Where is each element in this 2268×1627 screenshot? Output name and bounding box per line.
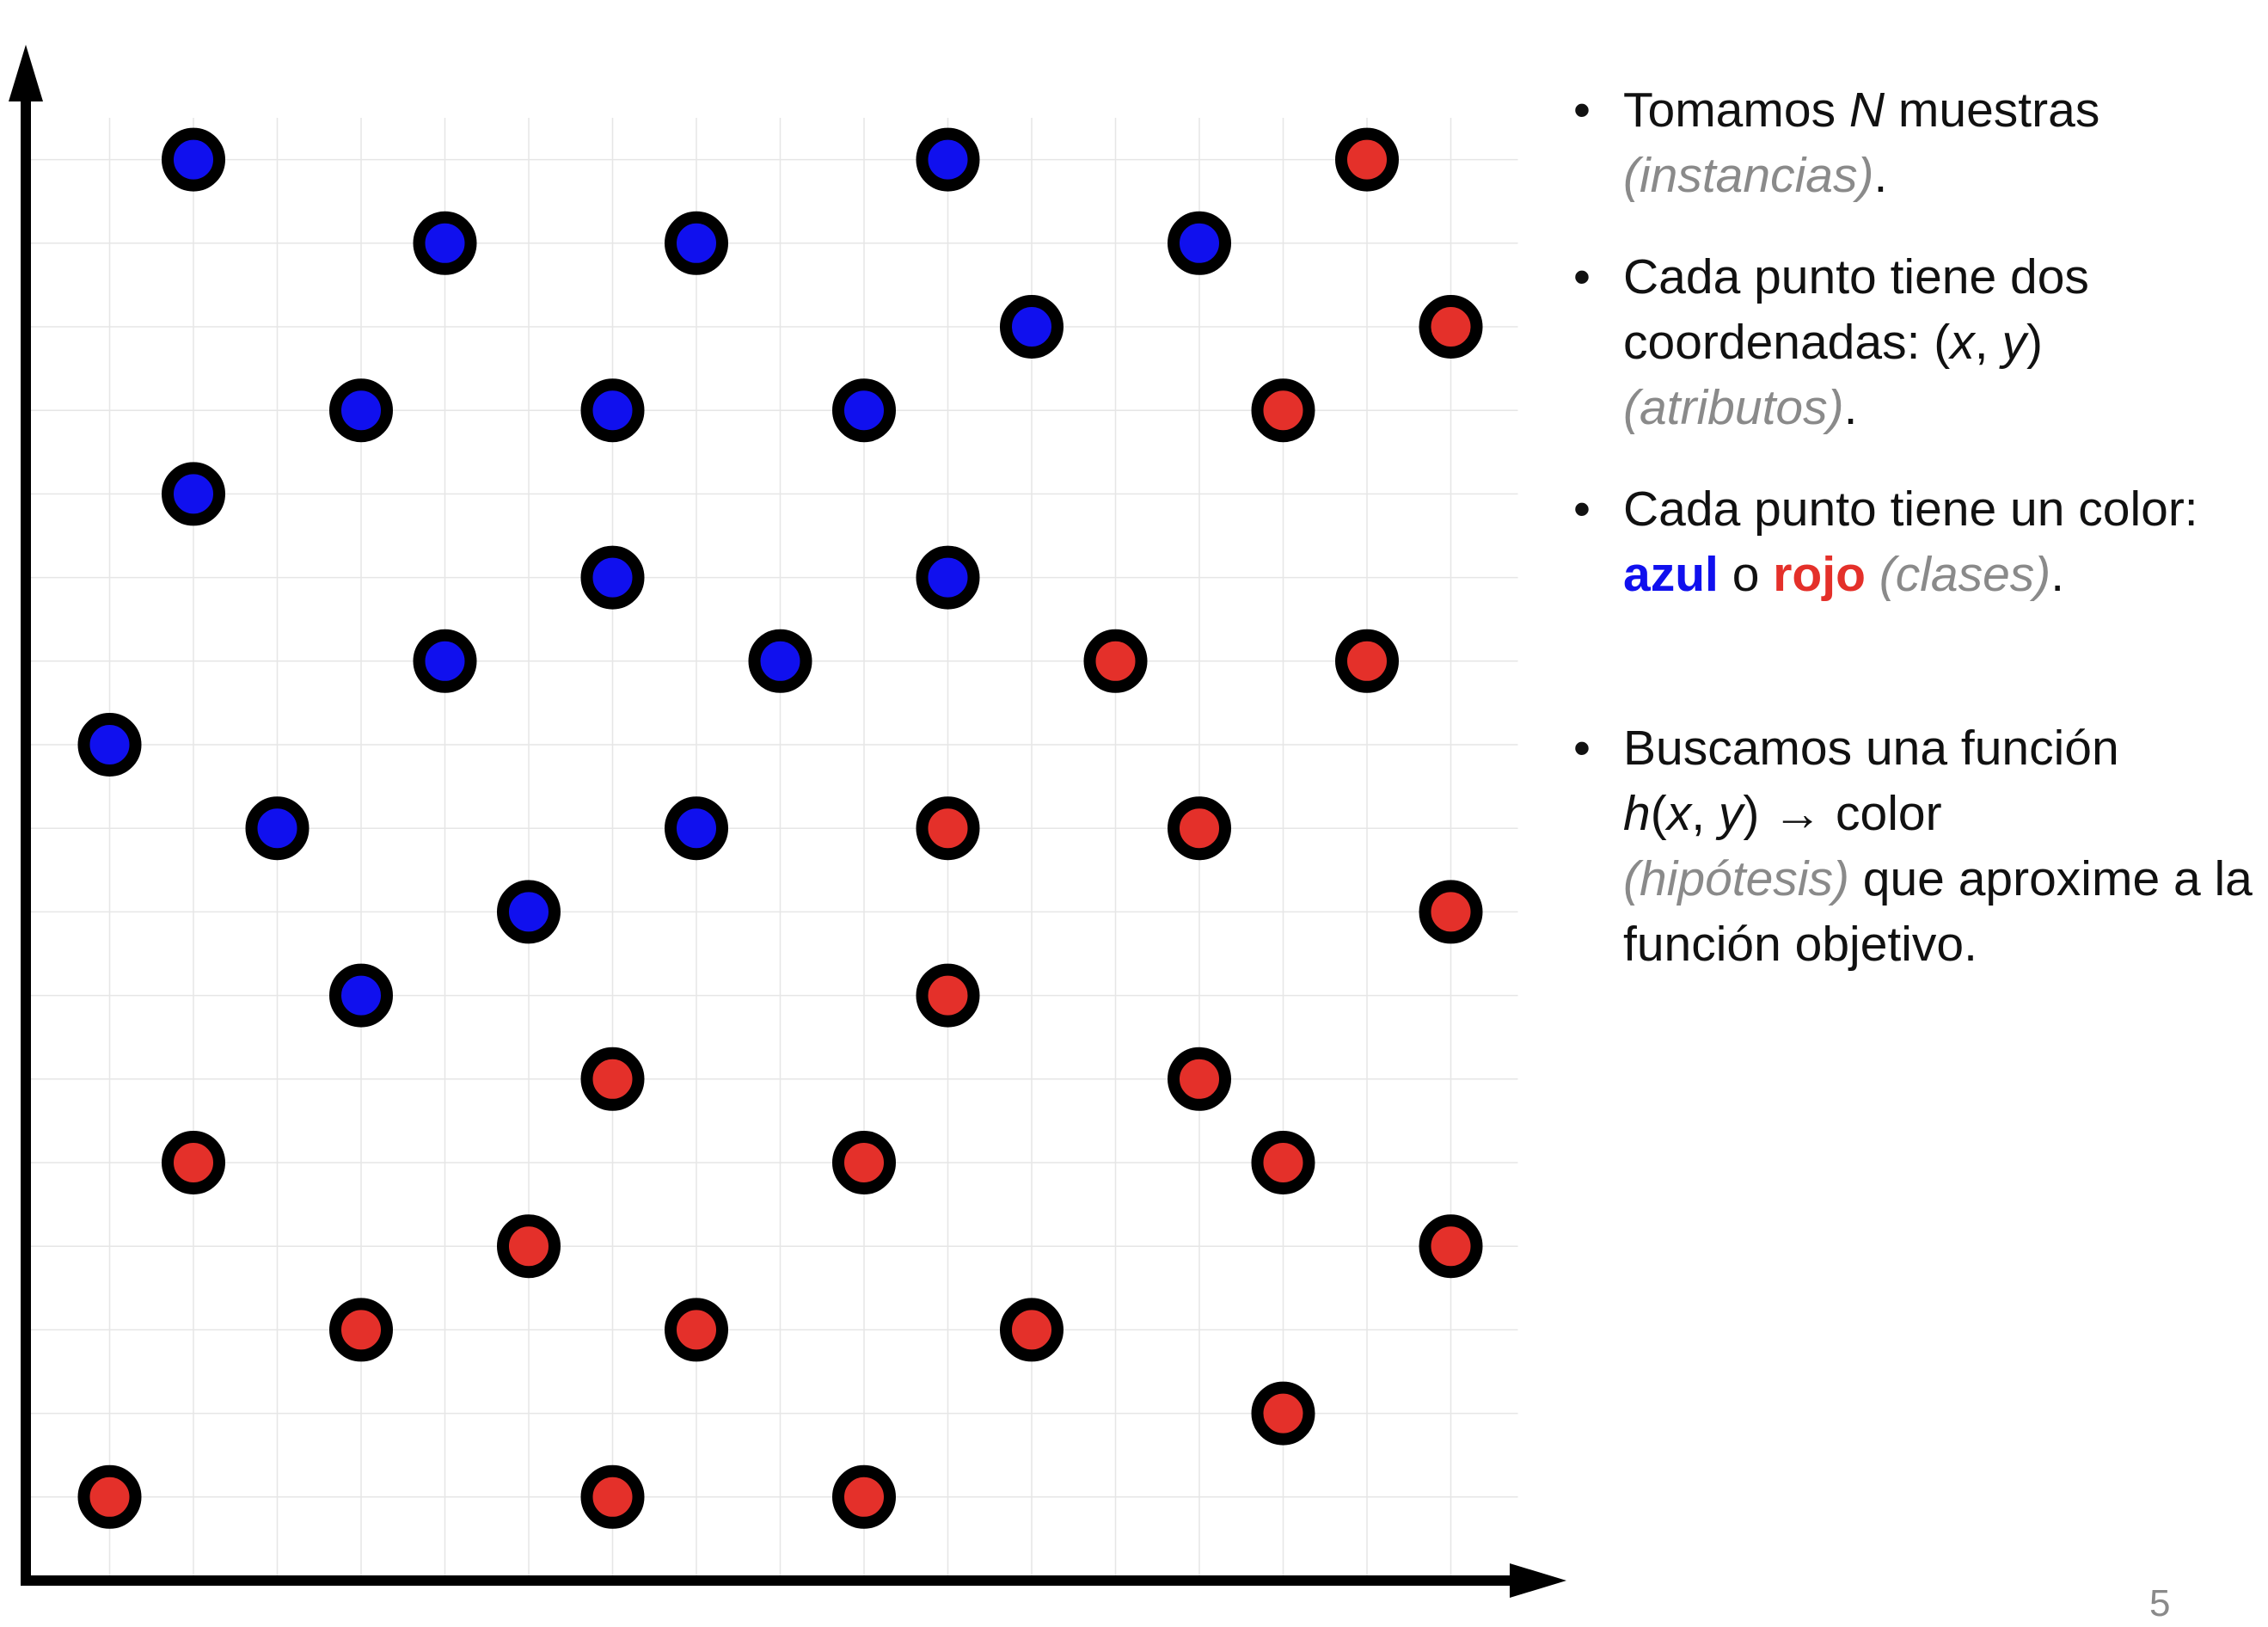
point-red [1419, 295, 1483, 359]
point-red [1335, 127, 1399, 192]
scatter-plot [9, 45, 1566, 1598]
class-azul: azul [1623, 547, 1719, 602]
bullet-coordinates: Cada punto tiene dos coordenadas: (x, y)… [1565, 244, 2253, 440]
bullet-hypothesis: Buscamos una función h(x, y) → color (hip… [1565, 715, 2253, 977]
point-blue [329, 963, 393, 1028]
point-red [1251, 1131, 1315, 1194]
n-variable: N [1848, 83, 1885, 138]
point-red [832, 1131, 896, 1194]
term-instancias: (instancias) [1623, 148, 1874, 203]
point-red [329, 1298, 393, 1362]
bullet-text: Cada punto tiene dos coordenadas: ( [1623, 249, 2089, 370]
point-red [1083, 629, 1148, 693]
data-points [77, 127, 1483, 1529]
point-blue [162, 462, 225, 526]
period: . [1843, 380, 1858, 435]
arrow-color: ) → color [1743, 786, 1942, 841]
point-blue [77, 713, 142, 777]
page-number: 5 [2149, 1582, 2171, 1624]
y-variable: y [1718, 786, 1744, 841]
point-red [580, 1464, 645, 1529]
point-red [1335, 629, 1399, 693]
point-red [77, 1464, 142, 1529]
point-blue [1000, 295, 1064, 359]
point-red [832, 1464, 896, 1529]
point-red [916, 796, 980, 861]
x-variable: x [1950, 315, 1975, 370]
point-red [497, 1214, 561, 1279]
point-blue [329, 378, 393, 443]
point-blue [665, 796, 728, 861]
point-red [1251, 378, 1315, 443]
point-blue [916, 127, 980, 192]
bullet-text: Tomamos [1623, 83, 1849, 138]
class-rojo: rojo [1773, 547, 1866, 602]
point-blue [748, 629, 812, 693]
point-blue [580, 378, 645, 443]
point-blue [162, 127, 225, 192]
y-variable: y [2001, 315, 2026, 370]
bullet-text: muestras [1885, 83, 2100, 138]
point-blue [413, 211, 477, 275]
point-blue [245, 796, 310, 861]
point-red [1168, 796, 1231, 861]
y-axis-arrowhead [9, 45, 43, 101]
term-atributos: (atributos) [1623, 380, 1844, 435]
bullet-text: o [1718, 547, 1774, 602]
point-red [1419, 1214, 1483, 1279]
point-blue [665, 211, 728, 275]
point-red [580, 1047, 645, 1111]
point-red [665, 1298, 728, 1362]
point-blue [497, 880, 561, 944]
point-red [916, 963, 980, 1028]
point-blue [1168, 211, 1231, 275]
term-clases: (clases) [1879, 547, 2051, 602]
period: . [2050, 547, 2065, 602]
point-red [1251, 1381, 1315, 1446]
point-blue [580, 545, 645, 610]
period: . [1873, 148, 1888, 203]
point-red [1000, 1298, 1064, 1362]
open-paren: ( [1650, 786, 1667, 841]
point-red [1168, 1047, 1231, 1111]
close-paren: ) [2026, 315, 2043, 370]
x-variable: x [1666, 786, 1692, 841]
x-axis-arrowhead [1510, 1563, 1566, 1598]
point-blue [916, 545, 980, 610]
h-function: h [1623, 786, 1651, 841]
axes [9, 45, 1566, 1598]
bullet-list: Tomamos N muestras(instancias). Cada pun… [1565, 77, 2253, 977]
point-red [1419, 880, 1483, 944]
point-blue [413, 629, 477, 693]
bullet-samples: Tomamos N muestras(instancias). [1565, 77, 2253, 208]
point-red [162, 1131, 225, 1194]
term-hipotesis: (hipótesis) [1623, 851, 1849, 906]
point-blue [832, 378, 896, 443]
grid-lines [26, 118, 1518, 1581]
bullet-text: Buscamos una función [1623, 721, 2119, 776]
bullet-text: que aproxime a la función objetivo. [1623, 851, 2253, 972]
bullet-text: Cada punto tiene un color: [1623, 482, 2198, 537]
comma: , [1974, 315, 2002, 370]
bullet-colors: Cada punto tiene un color: azul o rojo (… [1565, 476, 2253, 607]
comma: , [1691, 786, 1719, 841]
